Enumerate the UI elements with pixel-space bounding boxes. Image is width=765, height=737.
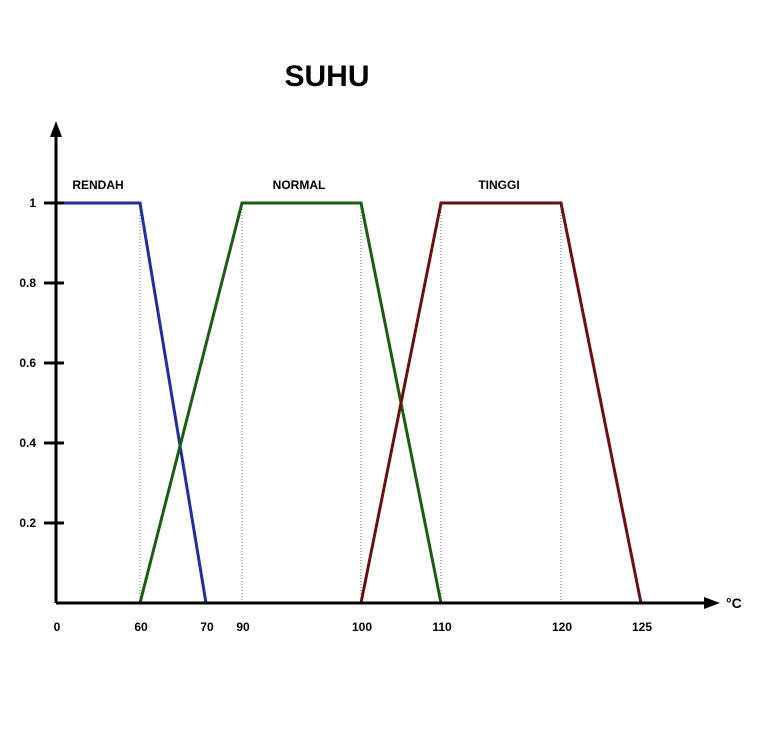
y-tick-label: 0.8: [19, 276, 36, 290]
x-tick-label: 100: [352, 620, 372, 634]
y-tick-label: 0.2: [19, 516, 36, 530]
x-tick-label: 60: [134, 620, 148, 634]
x-tick-label: 70: [200, 620, 214, 634]
y-tick-label: 0.4: [19, 436, 36, 450]
x-tick-label: 0: [54, 620, 61, 634]
x-tick-label: 110: [432, 620, 452, 634]
chart-title: SUHU: [284, 60, 370, 93]
series-label-tinggi: TINGGI: [478, 178, 519, 192]
x-tick-label: 125: [632, 620, 652, 634]
series-lines: [56, 201, 643, 604]
series-line-tinggi: [359, 201, 643, 604]
axes: [50, 121, 720, 609]
x-tick-label: 90: [236, 620, 250, 634]
y-axis-arrow-icon: [50, 121, 62, 137]
x-axis-arrow-icon: [704, 597, 720, 609]
set-labels: RENDAH NORMAL TINGGI: [72, 178, 519, 192]
x-tick-label: 120: [552, 620, 572, 634]
series-line-normal: [138, 201, 443, 604]
guide-lines: [139, 203, 562, 603]
y-tick-label: 1: [29, 196, 36, 210]
x-axis-unit-label: °C: [726, 595, 742, 611]
series-label-normal: NORMAL: [273, 178, 326, 192]
series-label-rendah: RENDAH: [72, 178, 123, 192]
series-line-rendah: [56, 201, 208, 604]
y-tick-label: 0.6: [19, 356, 36, 370]
y-ticks: 0.2 0.4 0.6 0.8 1: [19, 196, 64, 530]
x-ticks: 0 60 70 90 100 110 120 125: [54, 620, 653, 634]
